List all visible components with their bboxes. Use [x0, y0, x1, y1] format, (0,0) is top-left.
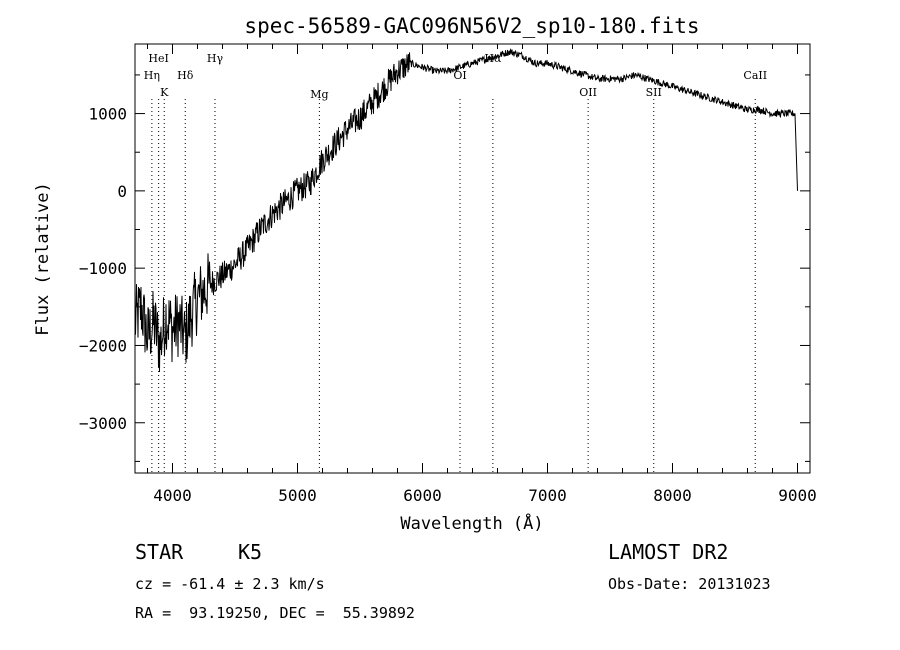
spectral-line-label: OI	[453, 69, 466, 82]
spectral-line-label: CaII	[743, 69, 767, 82]
spectral-line-label: SII	[646, 86, 662, 99]
obs-date: Obs-Date: 20131023	[608, 575, 771, 593]
spectral-line-label: K	[160, 86, 169, 99]
spectral-line-label: Hγ	[207, 52, 224, 65]
y-tick-label: −2000	[79, 336, 127, 355]
y-tick-label: 0	[117, 182, 127, 201]
y-tick-label: −1000	[79, 259, 127, 278]
x-tick-label: 7000	[528, 486, 567, 505]
plot-frame	[134, 43, 811, 474]
spectral-line-label: OII	[579, 86, 597, 99]
x-tick-label: 8000	[653, 486, 692, 505]
redshift-value: cz = -61.4 ± 2.3 km/s	[135, 575, 325, 593]
survey-name: LAMOST DR2	[608, 540, 729, 564]
subclass: K5	[238, 540, 263, 564]
object-class: STAR	[135, 540, 184, 564]
spectral-line-label: HeI	[148, 52, 168, 65]
chart-title: spec-56589-GAC096N56V2_sp10-180.fits	[244, 14, 699, 38]
x-tick-label: 6000	[403, 486, 442, 505]
x-tick-label: 4000	[153, 486, 192, 505]
spectral-line-label: Hδ	[177, 69, 194, 82]
spectral-line-label: Hη	[144, 69, 160, 82]
spectral-line-label: Mg	[310, 88, 328, 101]
axes: 4000 5000 6000 7000 8000 9000 −3000 −2000 −1000 0…	[79, 44, 817, 505]
x-tick-label: 9000	[778, 486, 817, 505]
coordinates: RA = 93.19250, DEC = 55.39892	[135, 604, 415, 622]
x-axis-label: Wavelength (Å)	[400, 512, 543, 534]
spectrum-line	[134, 47, 798, 373]
y-tick-label: −3000	[79, 414, 127, 433]
y-tick-label: 1000	[88, 105, 127, 124]
x-tick-label: 5000	[278, 486, 317, 505]
y-axis-label: Flux (relative)	[33, 182, 53, 336]
